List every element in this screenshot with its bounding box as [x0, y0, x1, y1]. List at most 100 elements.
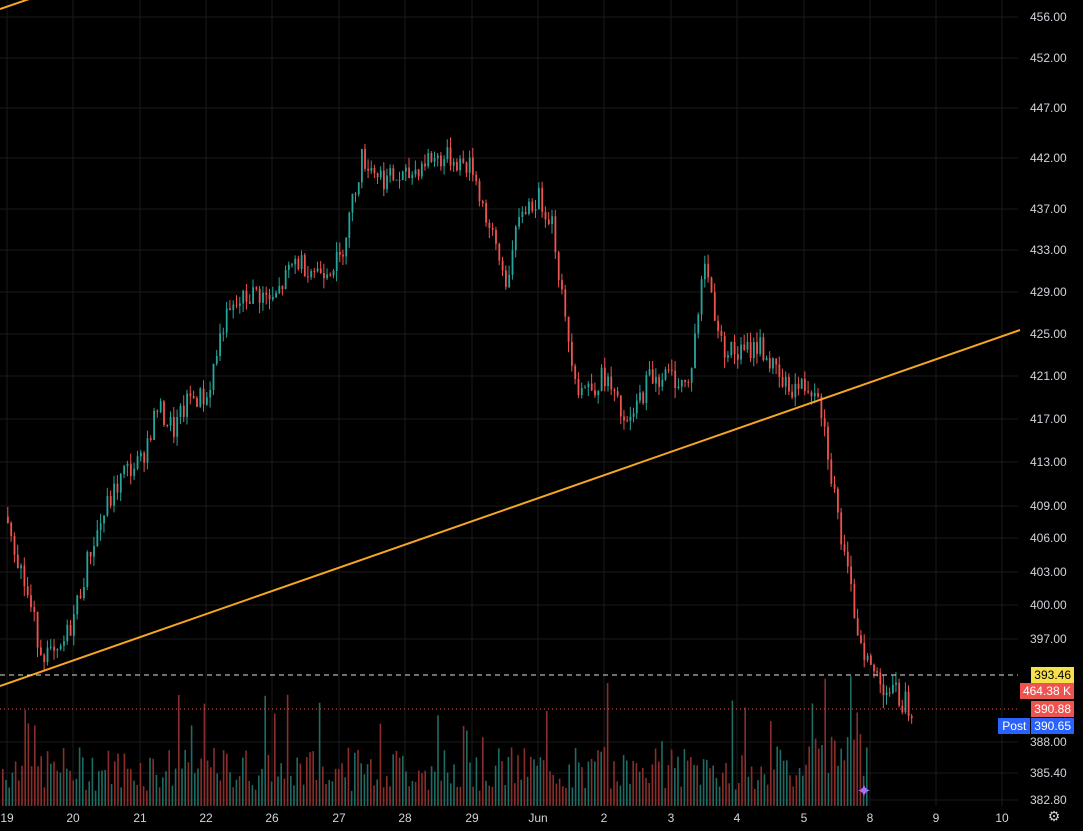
volume-bar — [315, 780, 318, 806]
candle-body — [498, 243, 501, 261]
candle-body — [76, 595, 79, 615]
candle-body — [86, 551, 89, 587]
candle-body — [594, 390, 596, 396]
candle-body — [335, 251, 338, 271]
candle-body — [275, 293, 277, 298]
candle-body — [648, 369, 651, 375]
candle-body — [297, 258, 300, 270]
volume-bar — [725, 762, 727, 806]
volume-bar — [363, 774, 366, 806]
volume-bar — [306, 757, 308, 806]
candle-body — [36, 611, 39, 648]
candle-body — [49, 646, 52, 648]
candle-body — [109, 496, 112, 506]
volume-bar — [475, 757, 478, 806]
volume-bar — [418, 770, 420, 806]
volume-bar — [341, 763, 343, 806]
candle-body — [623, 416, 625, 421]
candle-body — [704, 263, 706, 280]
volume-bar — [274, 713, 276, 806]
volume-bar — [277, 776, 279, 806]
candle-body — [607, 376, 609, 387]
volume-bar — [597, 750, 599, 806]
volume-bar — [309, 752, 311, 806]
candle-body — [179, 405, 182, 417]
candle-body — [386, 175, 388, 190]
volume-bar — [846, 737, 849, 806]
candle-body — [33, 607, 36, 612]
candle-body — [278, 285, 281, 294]
price-tick-label: 437.00 — [1030, 202, 1067, 216]
volume-bar — [843, 760, 846, 806]
volume-bar — [805, 764, 807, 806]
candle-body — [239, 303, 241, 306]
volume-bar — [712, 765, 714, 806]
volume-bar — [565, 787, 567, 806]
candle-body — [472, 157, 474, 175]
candle-body — [561, 280, 563, 290]
volume-bar — [110, 784, 113, 806]
volume-bar — [203, 703, 206, 806]
candle-body — [680, 379, 683, 387]
candle-body — [436, 155, 439, 159]
candle-body — [332, 270, 335, 276]
volume-bar — [677, 756, 679, 806]
volume-bar — [174, 768, 177, 806]
candle-body — [661, 379, 664, 387]
volume-bar — [91, 757, 94, 806]
post-market-tag: Post 390.65 — [998, 718, 1074, 734]
volume-bar — [40, 756, 42, 806]
volume-bar — [293, 785, 295, 806]
volume-bar — [523, 748, 526, 806]
volume-bar — [379, 723, 382, 806]
volume-bar — [776, 746, 778, 806]
volume-bar — [610, 788, 612, 806]
volume-bar — [741, 755, 743, 806]
ai-sparkle-icon[interactable]: ✦ — [856, 781, 872, 801]
volume-bar — [635, 763, 638, 806]
candle-body — [281, 285, 284, 290]
candle-body — [710, 277, 713, 293]
candle-body — [723, 335, 726, 358]
candle-body — [674, 370, 677, 389]
candle-body — [342, 254, 344, 257]
candle-body — [481, 201, 484, 204]
candle-body — [126, 463, 129, 467]
candle-body — [610, 376, 613, 390]
volume-bar — [722, 772, 724, 806]
time-tick-label: 4 — [734, 811, 741, 825]
volume-bar — [136, 784, 138, 806]
candle-body — [629, 416, 632, 421]
volume-bar — [472, 786, 474, 806]
volume-bar — [626, 760, 628, 806]
candle-body — [258, 288, 261, 303]
candle-body — [440, 155, 442, 167]
volume-bar — [149, 757, 151, 806]
volume-bar — [814, 738, 817, 806]
volume-bar — [750, 766, 753, 806]
candle-body — [577, 379, 580, 396]
volume-bar — [514, 783, 516, 806]
volume-tag: 464.38 K — [1019, 683, 1074, 699]
volume-bar — [14, 761, 17, 806]
candle-body — [707, 263, 710, 278]
candle-body — [784, 376, 787, 387]
volume-bar — [850, 676, 852, 806]
candle-body — [616, 391, 619, 396]
candle-body — [294, 258, 297, 265]
volume-bar — [334, 768, 337, 806]
candle-body — [383, 170, 385, 190]
volume-bar — [178, 694, 180, 806]
volume-bar — [283, 778, 286, 806]
volume-bar — [680, 786, 682, 806]
candle-body — [733, 341, 736, 355]
volume-bar — [133, 780, 135, 806]
volume-bar — [248, 780, 250, 806]
volume-bar — [453, 764, 455, 806]
volume-bar — [699, 784, 702, 806]
post-label: Post — [998, 718, 1031, 734]
candle-body — [310, 271, 313, 278]
settings-icon[interactable]: ⚙ — [1047, 808, 1061, 824]
volume-bar — [632, 760, 634, 806]
